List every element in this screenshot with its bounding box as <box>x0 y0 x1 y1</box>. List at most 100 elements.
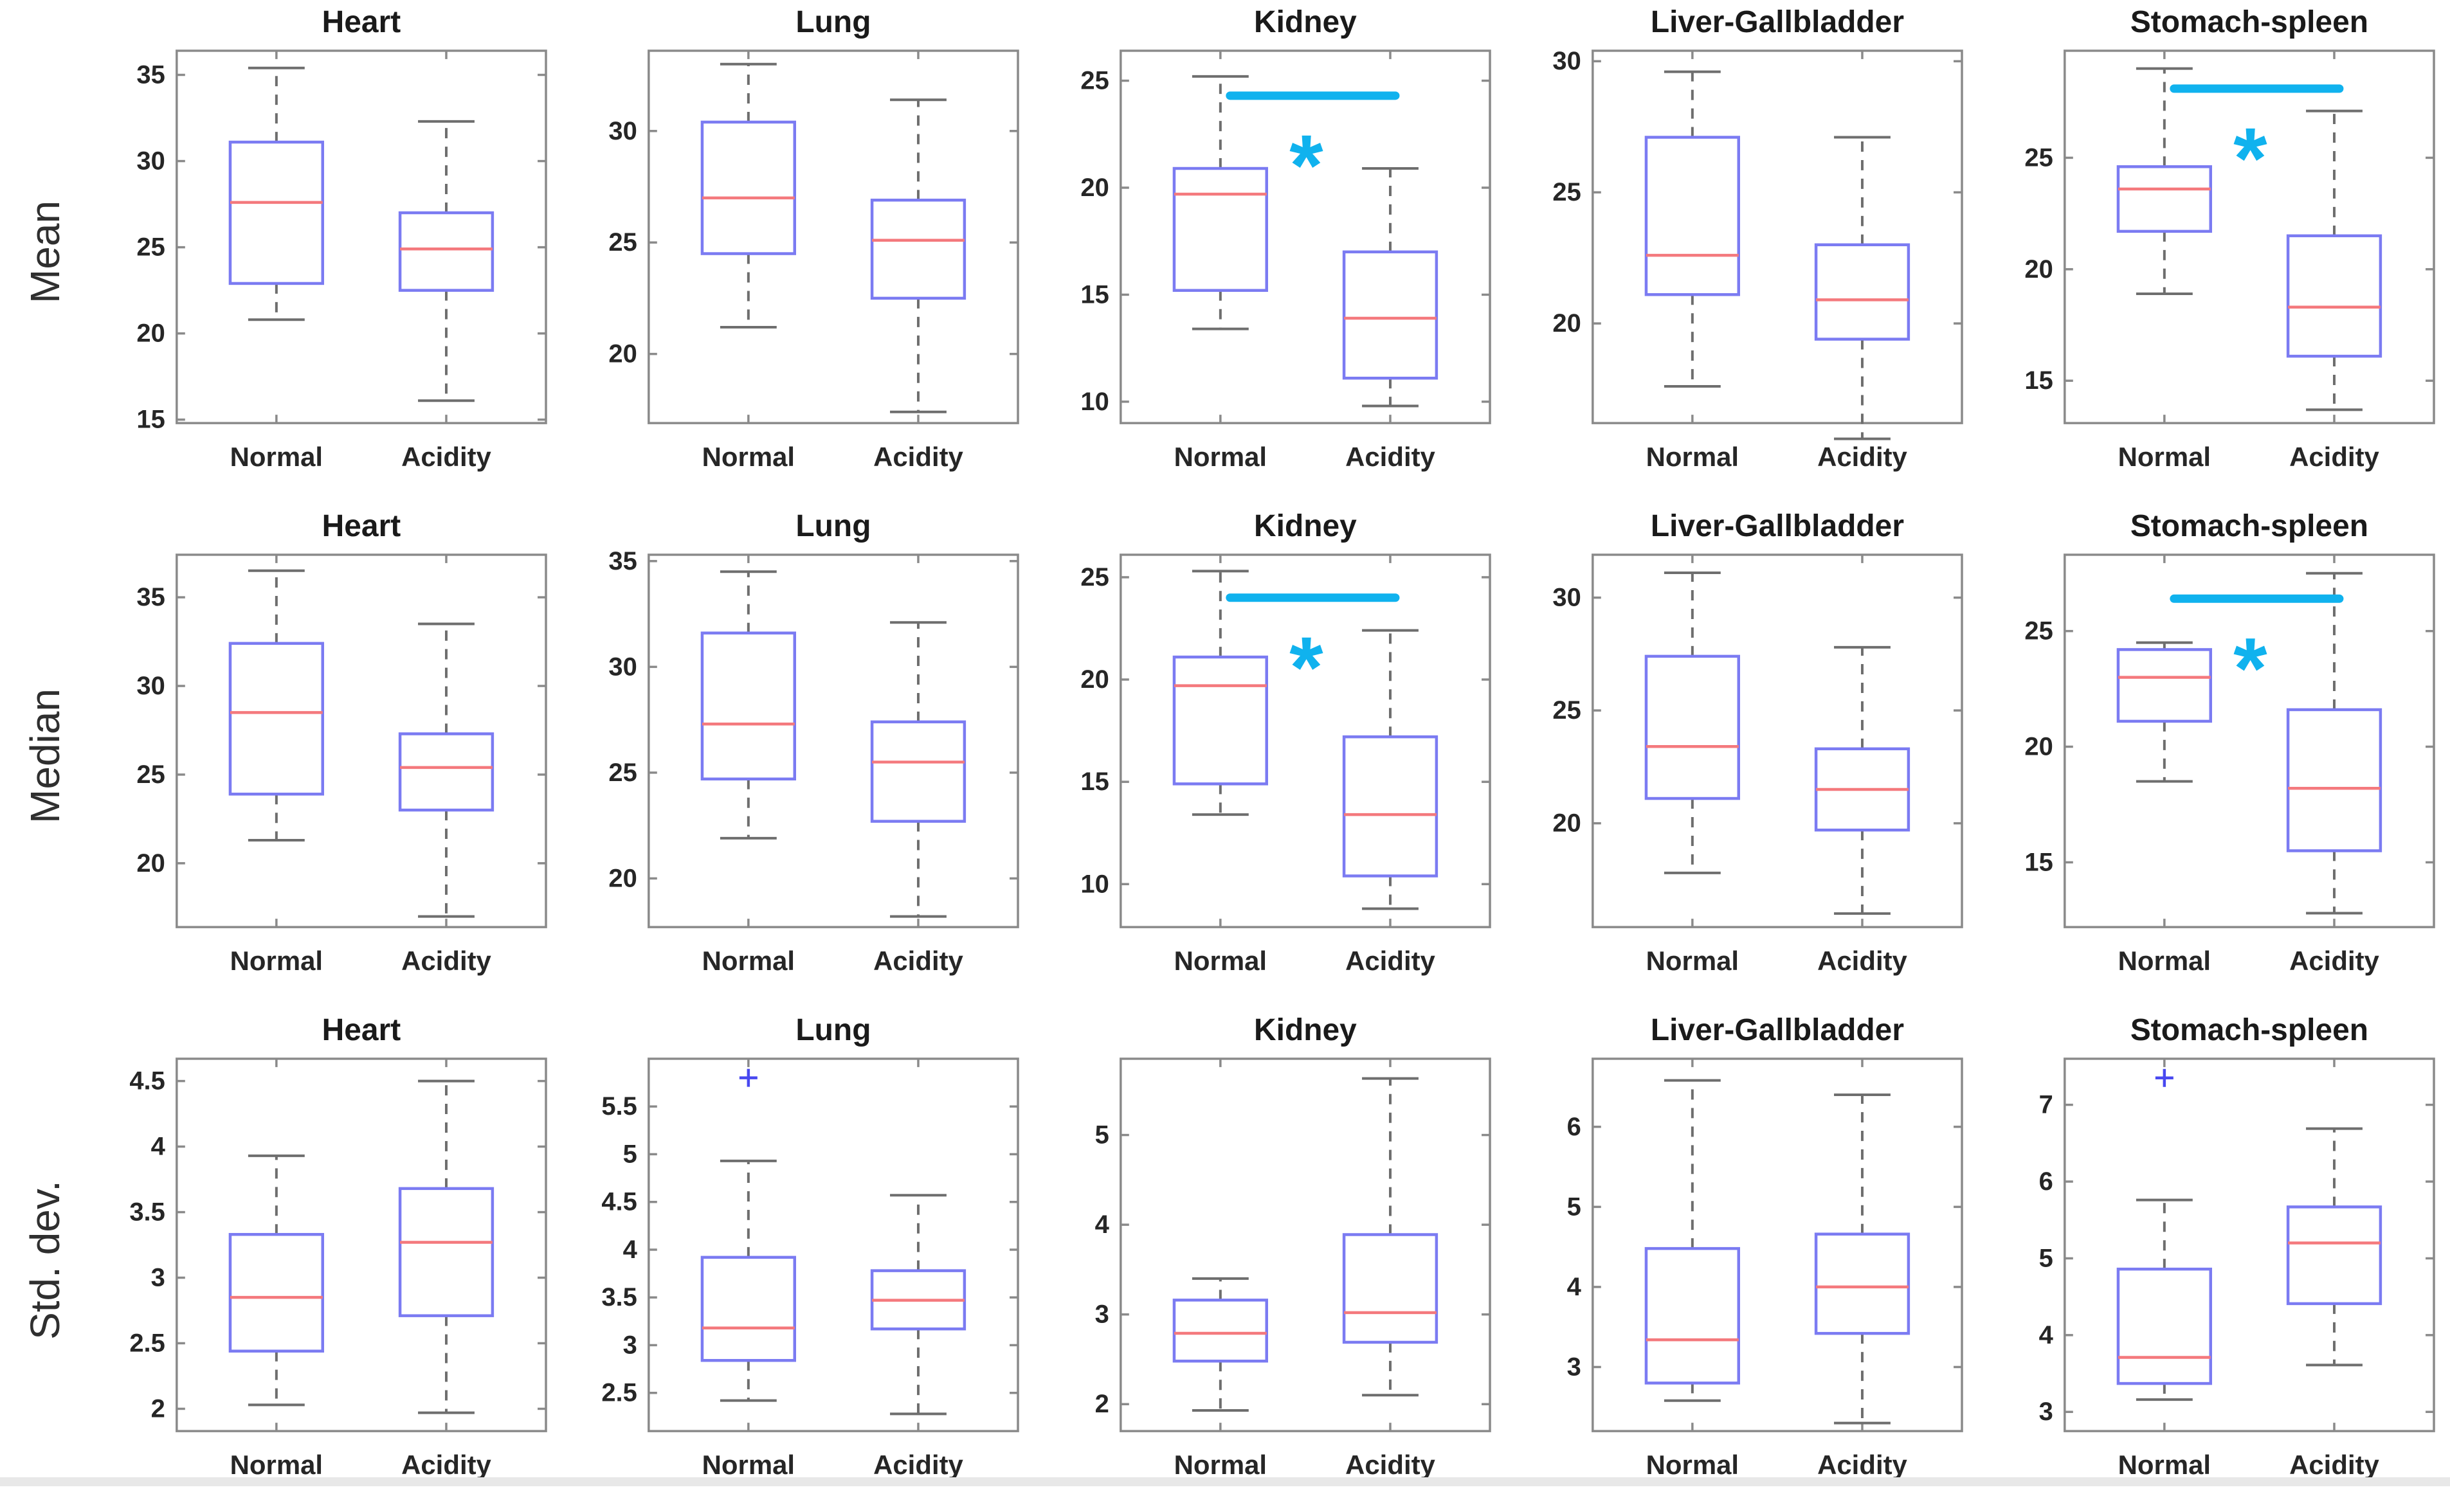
y-tick-label: 20 <box>1552 809 1581 838</box>
x-category-label: Normal <box>2118 1450 2211 1480</box>
y-tick-label: 4 <box>151 1133 165 1161</box>
y-tick-label: 20 <box>2024 255 2053 284</box>
subplot-kidney-row1: Kidney 25 20 15 10 Normal Acidity * <box>1034 0 1506 504</box>
x-category-label: Acidity <box>401 442 491 472</box>
x-category-label: Normal <box>702 442 795 472</box>
box <box>1342 250 1438 380</box>
box <box>2286 234 2382 358</box>
bottom-divider-strip <box>0 1477 2450 1486</box>
boxplot-canvas: Lung 30 25 20 Normal Acidity <box>608 5 1019 472</box>
y-tick-label: 10 <box>1080 870 1109 898</box>
y-tick-label: 20 <box>1080 174 1109 202</box>
boxplot-canvas: Heart 4.5 4 3.5 3 2.5 2 Normal Acidity <box>129 1013 547 1480</box>
axes-box <box>176 50 547 424</box>
y-tick-label: 30 <box>608 117 637 145</box>
subplot-kidney-row2: Kidney 25 20 15 10 Normal Acidity * <box>1034 504 1506 1008</box>
y-tick-label: 4 <box>623 1236 637 1264</box>
box <box>1342 1233 1438 1344</box>
y-tick-label: 3.5 <box>129 1198 165 1227</box>
x-category-label: Normal <box>1646 442 1739 472</box>
y-tick-label: 4 <box>1567 1273 1581 1301</box>
subplot-liver-gallbladder-row1: Liver-Gallbladder 30 25 20 Normal Acidity <box>1506 0 1978 504</box>
y-tick-label: 30 <box>136 672 165 700</box>
axes-box <box>1592 554 1963 928</box>
axes-box <box>648 554 1019 928</box>
subplot-title: Liver-Gallbladder <box>1651 509 1904 543</box>
x-category-label: Normal <box>230 946 323 976</box>
box <box>1814 1232 1910 1335</box>
y-tick-label: 2 <box>151 1394 165 1423</box>
axes-box <box>2064 50 2435 424</box>
row-label-gutter: Mean <box>0 0 90 504</box>
y-tick-label: 25 <box>2024 617 2053 645</box>
y-tick-label: 6 <box>2039 1167 2053 1196</box>
y-tick-label: 2 <box>1095 1390 1109 1418</box>
subplot-heart-row2: Heart 35 30 25 20 Normal Acidity <box>90 504 562 1008</box>
box <box>398 732 495 812</box>
y-tick-label: 25 <box>1552 696 1581 724</box>
axes-box <box>1592 1058 1963 1432</box>
box <box>1172 655 1269 786</box>
subplot-kidney-row3: Kidney 5 4 3 2 Normal Acidity <box>1034 1008 1506 1512</box>
x-category-label: Acidity <box>1345 1450 1435 1480</box>
box <box>1814 243 1910 341</box>
y-tick-label: 20 <box>1552 309 1581 338</box>
x-category-label: Normal <box>1646 1450 1739 1480</box>
y-tick-label: 10 <box>1080 388 1109 416</box>
boxplot-canvas: Kidney 5 4 3 2 Normal Acidity <box>1095 1013 1491 1480</box>
boxplot-canvas: Kidney 25 20 15 10 Normal Acidity * <box>1080 509 1491 976</box>
box <box>700 120 797 255</box>
y-tick-label: 4 <box>2039 1321 2053 1349</box>
axes-box <box>176 554 547 928</box>
box <box>2116 1267 2213 1385</box>
axes-box <box>2064 1058 2435 1432</box>
row-label: Std. dev. <box>22 1180 68 1340</box>
box <box>398 211 495 292</box>
y-tick-label: 35 <box>608 547 637 575</box>
box <box>2116 165 2213 233</box>
axes-box <box>648 1058 1019 1432</box>
y-tick-label: 5.5 <box>601 1092 637 1120</box>
y-tick-label: 3 <box>623 1331 637 1359</box>
box <box>2116 648 2213 723</box>
subplot-liver-gallbladder-row3: Liver-Gallbladder 6 5 4 3 Normal Acidity <box>1506 1008 1978 1512</box>
x-category-label: Acidity <box>873 1450 963 1480</box>
x-category-label: Acidity <box>1817 1450 1907 1480</box>
y-tick-label: 5 <box>1095 1121 1109 1149</box>
subplot-heart-row1: Heart 35 30 25 20 15 Normal Acidity <box>90 0 562 504</box>
subplot-stomach-spleen-row3: Stomach-spleen 7 6 5 4 3 Normal Acidity <box>1978 1008 2450 1512</box>
x-category-label: Normal <box>1174 1450 1267 1480</box>
x-category-label: Acidity <box>1345 946 1435 976</box>
box <box>1644 654 1741 800</box>
y-tick-label: 25 <box>136 760 165 789</box>
subplot-title: Heart <box>322 1013 401 1047</box>
subplot-lung-row1: Lung 30 25 20 Normal Acidity <box>562 0 1034 504</box>
row-label: Median <box>22 688 68 824</box>
subplot-title: Kidney <box>1254 5 1357 39</box>
y-tick-label: 15 <box>1080 280 1109 309</box>
x-category-label: Normal <box>230 442 323 472</box>
subplot-title: Heart <box>322 509 401 543</box>
axes-box <box>176 1058 547 1432</box>
y-tick-label: 25 <box>1552 178 1581 206</box>
y-tick-label: 30 <box>1552 584 1581 612</box>
x-category-label: Normal <box>230 1450 323 1480</box>
y-tick-label: 3 <box>2039 1398 2053 1426</box>
subplot-title: Stomach-spleen <box>2130 509 2368 543</box>
subplot-lung-row2: Lung 35 30 25 20 Normal Acidity <box>562 504 1034 1008</box>
axes-box <box>1592 50 1963 424</box>
box <box>1172 1299 1269 1363</box>
y-tick-label: 3 <box>1567 1353 1581 1381</box>
subplot-title: Liver-Gallbladder <box>1651 5 1904 39</box>
significance-asterisk: * <box>1289 619 1323 716</box>
subplot-liver-gallbladder-row2: Liver-Gallbladder 30 25 20 Normal Acidity <box>1506 504 1978 1008</box>
boxplot-canvas: Heart 35 30 25 20 Normal Acidity <box>136 509 547 976</box>
box <box>398 1187 495 1317</box>
row-label-gutter: Median <box>0 504 90 1008</box>
x-category-label: Normal <box>1174 946 1267 976</box>
y-tick-label: 2.5 <box>129 1329 165 1357</box>
significance-asterisk: * <box>1289 117 1323 214</box>
x-category-label: Acidity <box>2289 946 2379 976</box>
x-category-label: Normal <box>2118 946 2211 976</box>
